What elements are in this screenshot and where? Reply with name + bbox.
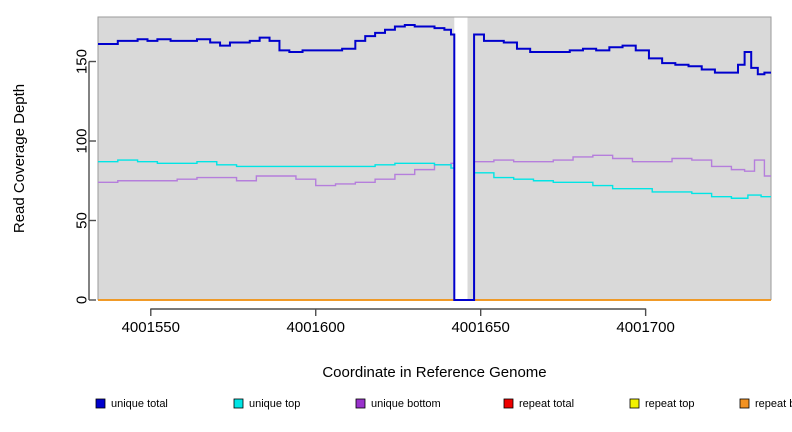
plot-panel-border — [97, 16, 772, 300]
legend-swatch-unique-bottom — [355, 398, 366, 409]
legend-item-unique-top: unique top — [233, 398, 300, 410]
legend-label-repeat-total: repeat total — [519, 398, 574, 410]
legend-label-unique-top: unique top — [249, 398, 300, 410]
legend-item-unique-bottom: unique bottom — [355, 398, 441, 410]
legend-swatch-unique-top — [233, 398, 244, 409]
plot-background — [98, 17, 771, 300]
legend-item-unique-total: unique total — [95, 398, 168, 410]
legend-label-repeat-top: repeat top — [645, 398, 695, 410]
zero-coverage-gap-region — [454, 14, 468, 300]
legend-swatch-repeat-top — [629, 398, 640, 409]
x-tick-label-4001550: 4001550 — [122, 319, 180, 336]
legend-item-repeat-bottom: repeat bottom — [739, 398, 792, 410]
y-tick-label-150: 150 — [74, 49, 91, 74]
y-tick-label-0: 0 — [74, 296, 91, 304]
legend-swatch-repeat-bottom — [739, 398, 750, 409]
x-tick-label-4001650: 4001650 — [451, 319, 509, 336]
legend-item-repeat-total: repeat total — [503, 398, 574, 410]
legend-label-unique-bottom: unique bottom — [371, 398, 441, 410]
series-line-unique-total — [98, 23, 771, 301]
y-axis-title: Read Coverage Depth — [11, 84, 28, 233]
legend-label-unique-total: unique total — [111, 398, 168, 410]
x-axis-title: Coordinate in Reference Genome — [322, 364, 546, 381]
x-tick-label-4001700: 4001700 — [616, 319, 674, 336]
legend-swatch-repeat-total — [503, 398, 514, 409]
legend-label-repeat-bottom: repeat bottom — [755, 398, 792, 410]
y-tick-label-50: 50 — [74, 212, 91, 229]
legend-swatch-unique-total — [95, 398, 106, 409]
legend-item-repeat-top: repeat top — [629, 398, 695, 410]
y-tick-label-100: 100 — [74, 128, 91, 153]
x-tick-label-4001600: 4001600 — [287, 319, 345, 336]
